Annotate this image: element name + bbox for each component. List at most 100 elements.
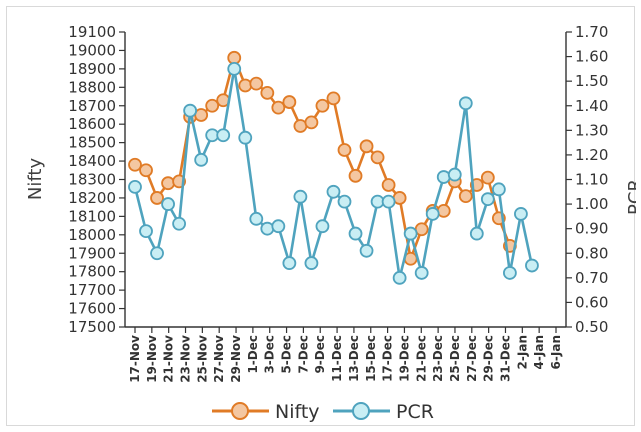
x-tick-label: 21-Dec <box>414 335 428 382</box>
pcr-point <box>183 103 198 118</box>
y-tick-label: 17700 <box>68 281 116 299</box>
legend-pcr-label: PCR <box>396 401 434 423</box>
y2-tick-label: 1.00 <box>575 195 608 213</box>
nifty-point <box>370 150 385 165</box>
pcr-point <box>238 130 253 145</box>
x-tick-label: 3-Dec <box>263 335 277 374</box>
pcr-point <box>348 226 363 241</box>
nifty-point <box>161 176 175 191</box>
nifty-point <box>359 139 374 154</box>
pcr-point <box>458 96 473 111</box>
y-tick-label: 17600 <box>68 300 116 318</box>
pcr-point <box>392 270 407 285</box>
right-axis-ticks: 1.70 1.60 1.50 1.40 1.30 1.20 1.10 1.00 0.90 0.80… <box>566 23 608 336</box>
nifty-point <box>480 170 495 185</box>
pcr-point <box>514 207 528 221</box>
y2-tick-label: 0.70 <box>575 269 608 287</box>
y-tick-label: 18900 <box>68 60 116 78</box>
x-tick-label: 21-Nov <box>162 335 176 383</box>
y-tick-label: 18800 <box>68 78 116 96</box>
nifty-point <box>304 115 319 130</box>
y2-tick-label: 0.50 <box>575 318 608 336</box>
pcr-point <box>150 246 164 261</box>
pcr-point <box>304 256 319 270</box>
pcr-point <box>249 211 264 226</box>
pcr-point <box>525 258 539 273</box>
pcr-point <box>282 256 297 270</box>
legend-nifty-marker <box>231 402 249 420</box>
nifty-point <box>128 157 142 172</box>
pcr-point <box>480 192 495 207</box>
x-tick-label: 4-Jan <box>532 335 546 369</box>
nifty-point <box>458 189 473 203</box>
pcr-point <box>227 61 242 76</box>
x-tick-label: 9-Dec <box>313 335 327 374</box>
y-tick-label: 17900 <box>68 244 116 262</box>
y-tick-label: 18500 <box>68 134 116 152</box>
y-tick-label: 18400 <box>68 152 116 170</box>
nifty-point <box>238 78 253 93</box>
x-tick-label: 17-Dec <box>381 335 395 382</box>
pcr-point <box>491 182 506 197</box>
x-tick-label: 25-Dec <box>448 335 462 382</box>
x-tick-label: 15-Dec <box>364 335 378 382</box>
x-tick-label: 31-Dec <box>498 335 512 382</box>
pcr-point <box>502 266 517 280</box>
legend-item-pcr: PCR <box>333 401 434 423</box>
left-axis-ticks: 1910019000189001880018700186001850018400… <box>68 23 125 336</box>
series-group <box>128 50 539 285</box>
x-tick-label: 29-Dec <box>482 335 496 382</box>
legend-nifty-label: Nifty <box>275 401 320 423</box>
y2-tick-label: 1.30 <box>575 121 608 139</box>
pcr-point <box>359 243 374 258</box>
y2-tick-label: 1.70 <box>575 23 608 41</box>
legend-pcr-marker <box>352 402 370 420</box>
y-tick-label: 17800 <box>68 263 116 281</box>
nifty-point <box>260 85 275 100</box>
y2-tick-label: 1.40 <box>575 97 608 115</box>
nifty-point <box>315 98 330 113</box>
nifty-point <box>348 168 363 183</box>
x-tick-label: 23-Dec <box>431 335 445 382</box>
nifty-point <box>150 191 164 205</box>
x-tick-label: 6-Jan <box>549 335 563 369</box>
x-axis-ticks: 17-Nov 19-Nov 21-Nov 23-Nov 25-Nov 27-Nov 29-N… <box>128 327 563 383</box>
dual-axis-line-chart: 1910019000189001880018700186001850018400… <box>25 23 641 423</box>
y-tick-label: 18700 <box>68 97 116 115</box>
x-tick-label: 19-Dec <box>397 335 411 382</box>
x-tick-label: 27-Dec <box>465 335 479 382</box>
pcr-point <box>381 194 396 209</box>
left-axis-title: Nifty <box>25 158 46 201</box>
x-tick-label: 17-Nov <box>128 335 142 383</box>
y2-tick-label: 0.60 <box>575 293 608 311</box>
y-tick-label: 18100 <box>68 207 116 225</box>
y2-tick-label: 1.50 <box>575 72 608 90</box>
x-tick-label: 13-Dec <box>347 335 361 382</box>
x-tick-label: 29-Nov <box>229 335 243 383</box>
series-nifty <box>128 50 517 266</box>
pcr-point <box>161 197 175 211</box>
pcr-point <box>414 266 429 280</box>
x-tick-label: 27-Nov <box>212 335 226 383</box>
nifty-point <box>139 163 153 178</box>
x-tick-label: 25-Nov <box>195 335 209 383</box>
y-tick-label: 18300 <box>68 171 116 189</box>
y2-tick-label: 0.90 <box>575 220 608 238</box>
right-axis-title: PCR <box>625 179 636 215</box>
pcr-point <box>436 170 451 184</box>
pcr-point <box>293 189 308 204</box>
axes <box>124 32 567 328</box>
x-tick-label: 2-Jan <box>515 335 529 369</box>
x-tick-label: 7-Dec <box>296 335 310 374</box>
x-tick-label: 19-Nov <box>145 335 159 383</box>
y-tick-label: 18000 <box>68 226 116 244</box>
y2-tick-label: 0.80 <box>575 244 608 262</box>
series-pcr <box>128 61 539 285</box>
pcr-point <box>315 219 330 234</box>
nifty-point <box>337 143 352 157</box>
x-tick-label: 5-Dec <box>280 335 294 374</box>
pcr-point <box>425 207 440 221</box>
y2-tick-label: 1.60 <box>575 48 608 66</box>
nifty-point <box>205 98 220 113</box>
pcr-point <box>271 219 286 234</box>
